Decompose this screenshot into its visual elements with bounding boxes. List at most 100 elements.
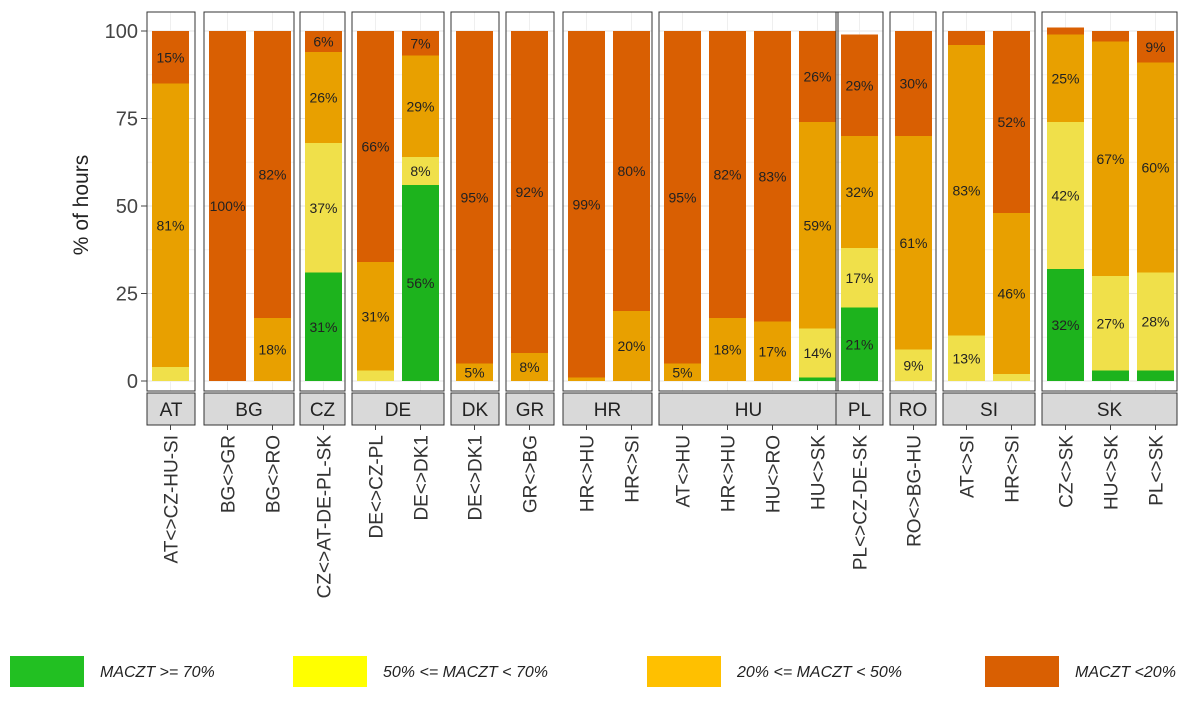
data-label: 52%	[997, 114, 1025, 130]
data-label: 81%	[156, 217, 184, 233]
data-label: 8%	[410, 163, 430, 179]
bar-segment	[664, 363, 701, 381]
panel-frame	[146, 11, 196, 392]
panel-frame	[658, 11, 839, 392]
bar-segment	[511, 31, 548, 353]
data-label: 9%	[903, 357, 923, 373]
y-tick-label: 75	[116, 109, 138, 131]
y-axis-title: % of hours	[70, 155, 93, 255]
data-label: 56%	[406, 275, 434, 291]
data-label: 5%	[672, 364, 692, 380]
x-tick-label: GR<>BG	[521, 435, 542, 513]
legend-swatch	[10, 656, 84, 687]
data-label: 29%	[406, 98, 434, 114]
bar-segment	[402, 185, 439, 381]
panel-frame	[203, 11, 295, 392]
y-axis: 0 25 50 75 100	[105, 21, 147, 393]
panel-frames	[146, 11, 1178, 392]
bar-segment	[1092, 31, 1129, 42]
bar-segment	[305, 272, 342, 381]
panel-strip-label: SI	[980, 400, 998, 421]
data-label: 28%	[1141, 314, 1169, 330]
bar-segment	[799, 31, 836, 122]
panel-frame	[942, 11, 1036, 392]
data-label: 18%	[713, 342, 741, 358]
bar-segment	[1137, 370, 1174, 381]
x-tick-label: AT<>CZ-HU-SI	[162, 435, 183, 563]
data-label: 6%	[313, 34, 333, 50]
bar-segment	[1092, 276, 1129, 371]
data-label: 5%	[464, 364, 484, 380]
panel-strip-label: SK	[1097, 400, 1123, 421]
data-label: 99%	[572, 196, 600, 212]
panel-strip-label: DE	[385, 400, 411, 421]
data-label: 100%	[210, 198, 246, 214]
bar-segment	[152, 83, 189, 367]
panel-strip	[299, 392, 346, 426]
data-label: 31%	[361, 308, 389, 324]
data-label: 14%	[803, 345, 831, 361]
data-label: 92%	[515, 184, 543, 200]
data-label: 95%	[668, 189, 696, 205]
x-tick-label: RO<>BG-HU	[905, 435, 926, 547]
data-label: 18%	[258, 342, 286, 358]
bar-segment	[402, 55, 439, 157]
bar-segment	[709, 318, 746, 381]
bar-segment	[948, 31, 985, 45]
data-label: 15%	[156, 49, 184, 65]
data-label: 82%	[258, 167, 286, 183]
panel-strip-label: GR	[516, 400, 545, 421]
bar-segment	[402, 157, 439, 185]
data-label: 37%	[309, 200, 337, 216]
legend-swatch	[293, 656, 367, 687]
data-label: 9%	[1145, 39, 1165, 55]
bar-segment	[841, 307, 878, 381]
bar-segment	[841, 136, 878, 248]
data-label: 32%	[1051, 317, 1079, 333]
panel-strip	[562, 392, 653, 426]
panel-strip-label: HR	[594, 400, 621, 421]
stacked-bar-chart: 81% 15% 100% 18% 82% 31% 37% 26% 6% 31% 66% 56% 8% 29…	[70, 11, 1178, 599]
bar-segment	[993, 213, 1030, 374]
panel-strip-label: RO	[899, 400, 928, 421]
y-tick-label: 100	[105, 21, 138, 43]
data-label: 17%	[758, 343, 786, 359]
x-tick-label: HU<>SK	[1102, 435, 1123, 510]
data-label: 83%	[758, 168, 786, 184]
panel-strip-label: CZ	[310, 400, 336, 421]
panel-strip	[505, 392, 555, 426]
panel-frame	[1041, 11, 1178, 392]
data-label: 80%	[617, 163, 645, 179]
legend: MACZT >= 70% 50% <= MACZT < 70% 20% <= M…	[0, 656, 1204, 696]
data-label: 95%	[460, 189, 488, 205]
x-tick-label: HR<>HU	[719, 435, 740, 512]
bar-segment	[895, 349, 932, 381]
data-label: 31%	[309, 319, 337, 335]
legend-label: 20% <= MACZT < 50%	[737, 664, 902, 681]
x-tick-label: CZ<>AT-DE-PL-SK	[315, 435, 336, 599]
data-label: 30%	[899, 76, 927, 92]
x-tick-label: HR<>SI	[1003, 435, 1024, 503]
panel-frame	[889, 11, 937, 392]
x-tick-label: HR<>SI	[623, 435, 644, 503]
bar-segment	[305, 52, 342, 143]
bar-segment	[254, 318, 291, 381]
panel-strip	[658, 392, 839, 426]
bar-segment	[1137, 31, 1174, 63]
data-label: 42%	[1051, 188, 1079, 204]
x-tick-label: BG<>RO	[264, 435, 285, 513]
panel-strip	[146, 392, 196, 426]
bar-segment	[357, 31, 394, 262]
panel-strip-label: BG	[235, 400, 262, 421]
data-label: 25%	[1051, 70, 1079, 86]
bar-segment	[254, 31, 291, 318]
data-label: 29%	[845, 77, 873, 93]
data-label: 20%	[617, 338, 645, 354]
panel-frame	[835, 11, 884, 392]
data-label: 59%	[803, 217, 831, 233]
bar-segment	[841, 34, 878, 136]
bar-segment	[402, 31, 439, 56]
bar-segment	[613, 31, 650, 311]
bar-segment	[511, 353, 548, 381]
y-tick-label: 25	[116, 284, 138, 306]
